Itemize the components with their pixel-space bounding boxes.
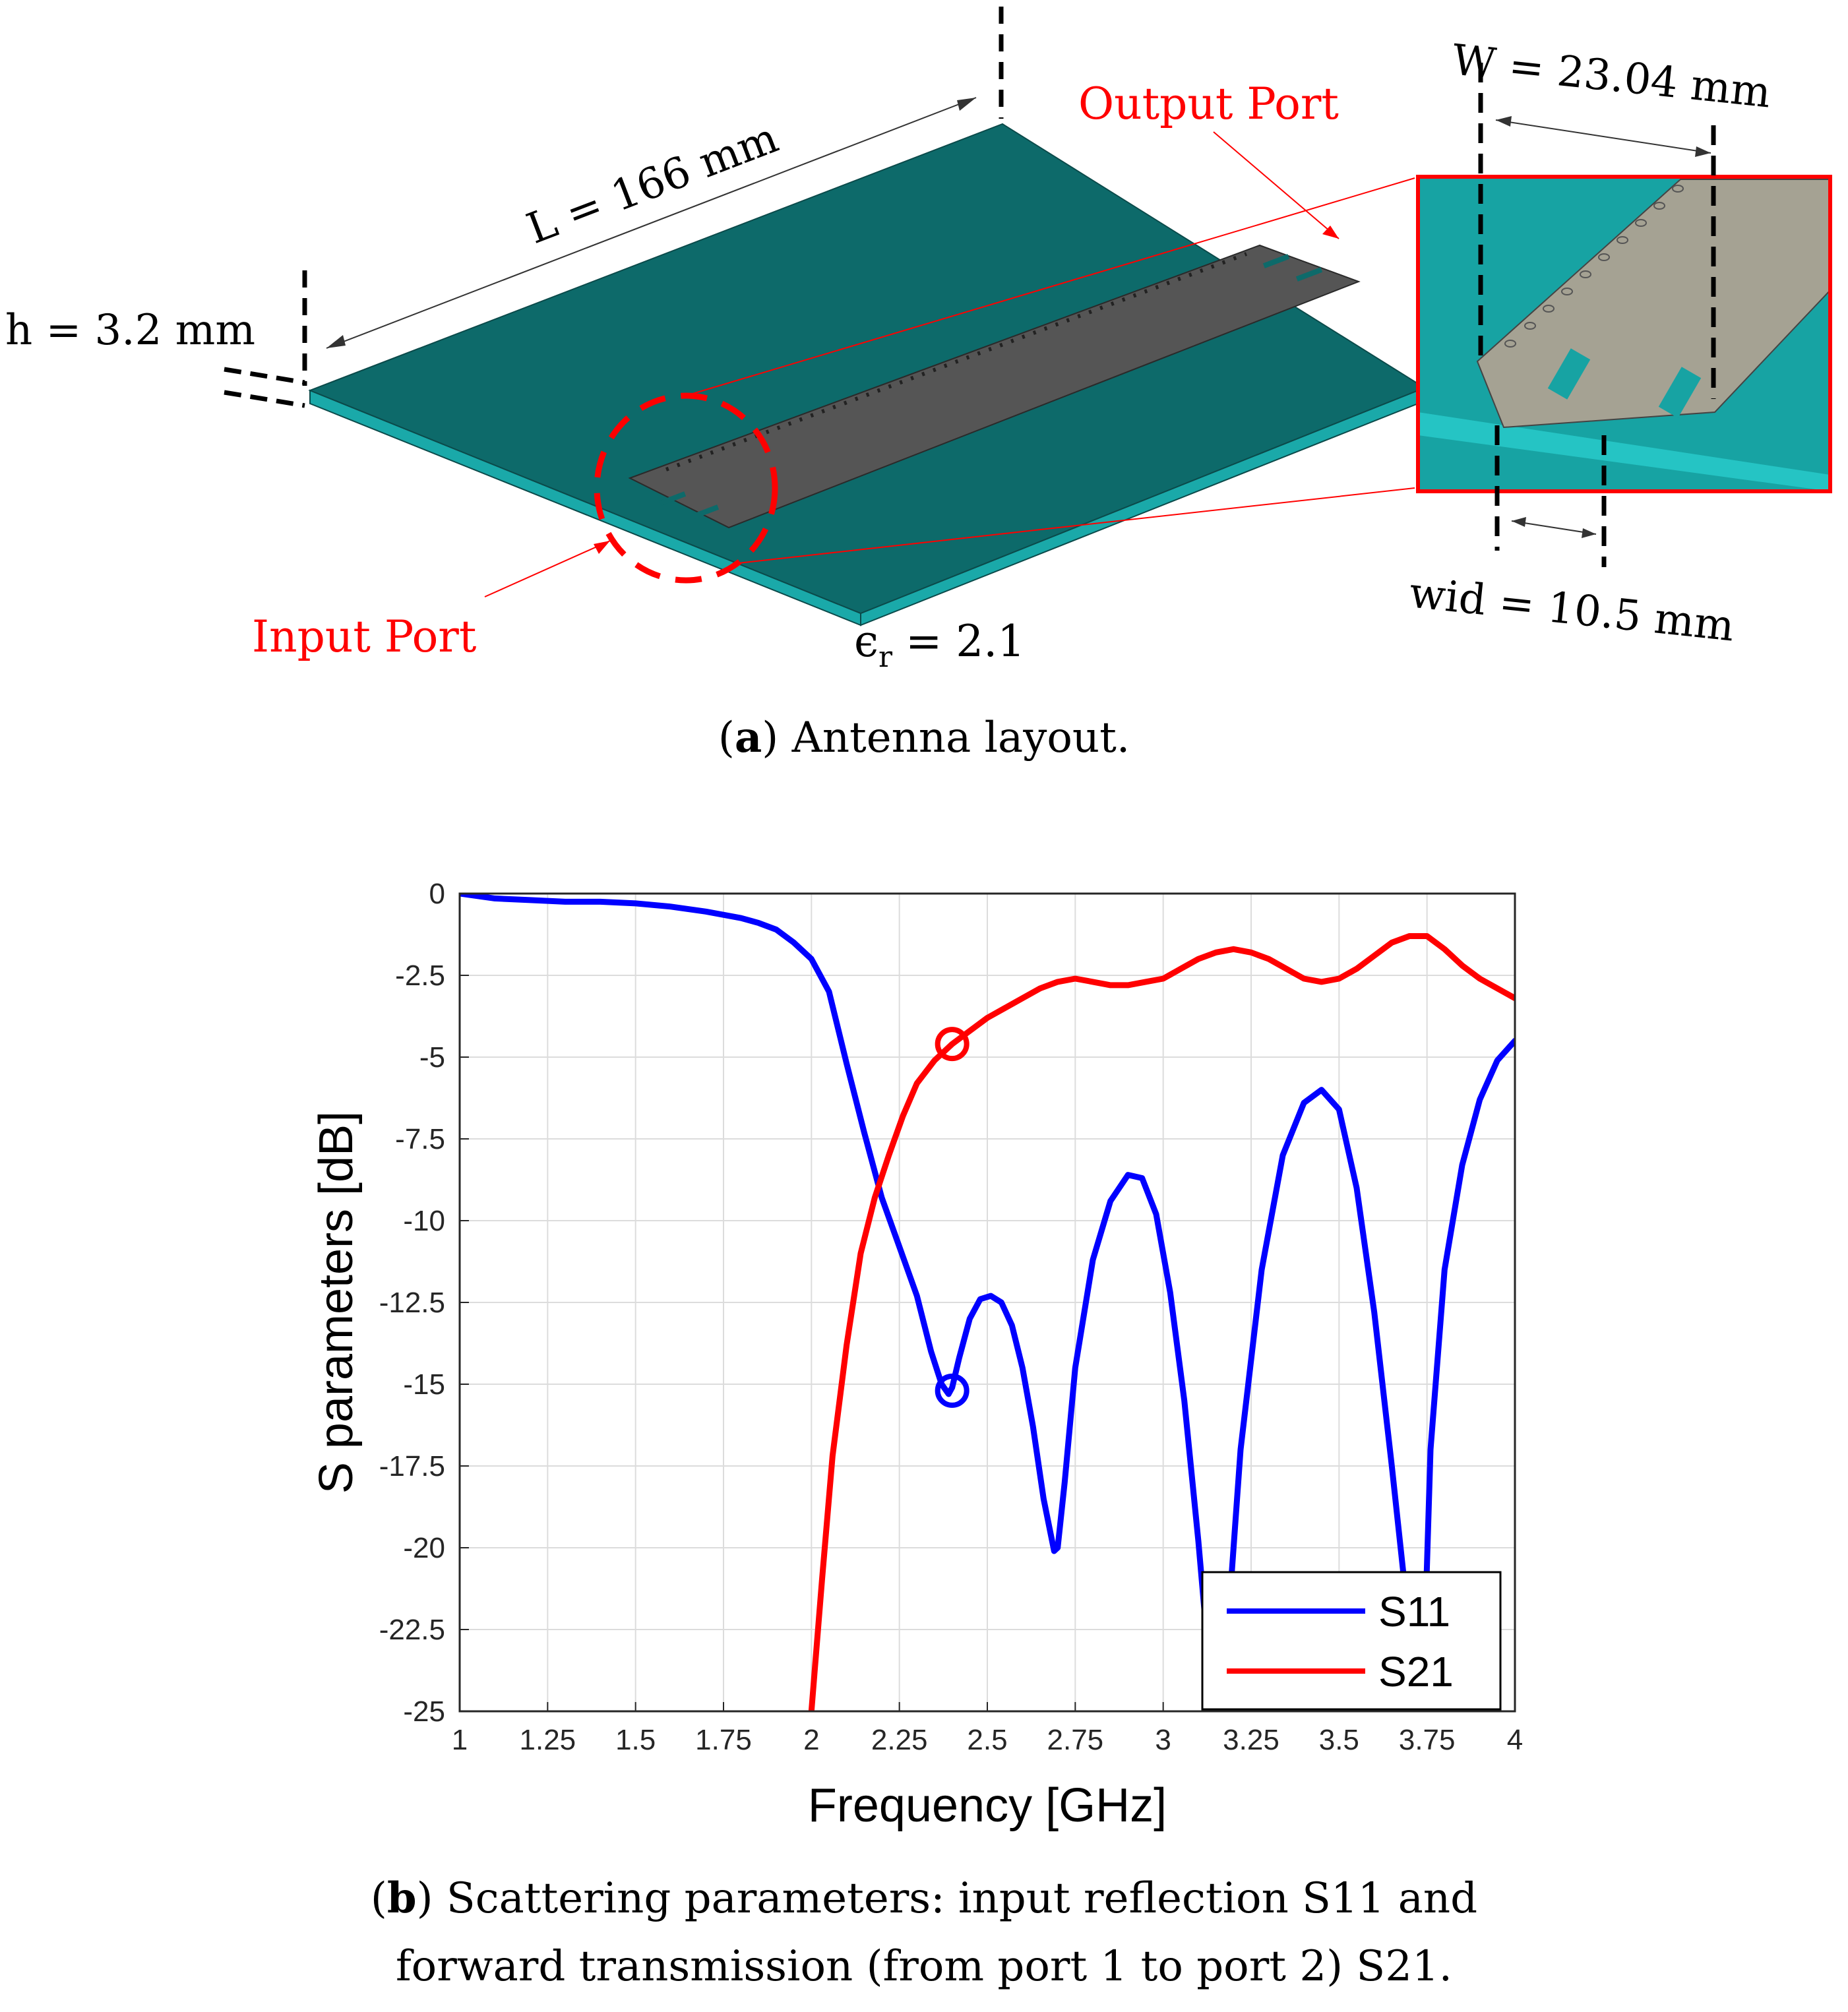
y-tick-label: -15 <box>403 1368 445 1401</box>
y-tick-label: -5 <box>419 1041 445 1074</box>
output-port-pointer <box>1213 131 1340 239</box>
input-port-pointer <box>484 540 611 597</box>
caption-b-line2: forward transmission (from port 1 to por… <box>396 1942 1452 1991</box>
permittivity-symbol: ϵ <box>854 616 878 667</box>
permittivity-subscript: r <box>878 640 893 674</box>
y-tick-label: -10 <box>403 1205 445 1237</box>
microstrip-line <box>628 244 1361 529</box>
x-tick-label: 3.25 <box>1223 1724 1279 1756</box>
zoom-inset <box>1416 175 1832 493</box>
width-dimension-arrow <box>1495 119 1711 154</box>
x-tick-label: 4 <box>1507 1724 1523 1756</box>
inset-slot-right <box>1658 367 1702 418</box>
y-axis-label: S parameters [dB] <box>310 1111 363 1494</box>
series-lines <box>460 894 1515 1711</box>
input-port-label: Input Port <box>252 611 476 662</box>
y-tick-label: -2.5 <box>395 960 445 992</box>
caption-a-letter: a <box>735 713 762 762</box>
input-port-pointer-head <box>594 541 610 554</box>
x-tick-label: 2.5 <box>967 1724 1007 1756</box>
x-tick-label: 2.75 <box>1047 1724 1104 1756</box>
series-line-s21 <box>808 933 1515 1711</box>
series-markers <box>935 1027 970 1408</box>
length-arrowhead-right <box>957 98 976 111</box>
output-port-pointer-head <box>1322 226 1339 239</box>
y-tick-label: -22.5 <box>379 1614 445 1646</box>
inset-vias <box>1504 185 1684 348</box>
y-axis-ticks: 0 -2.5 -5 -7.5 -10 -12.5 -15 -17.5 -20 -22.5 -25 <box>379 878 469 1728</box>
inset-border <box>1416 175 1832 493</box>
x-tick-label: 1 <box>452 1724 468 1756</box>
caption-b-line1-text: ) Scattering parameters: input reflectio… <box>417 1874 1478 1923</box>
width-arrowhead-right <box>1695 146 1711 157</box>
width-arrowhead-left <box>1496 116 1512 127</box>
x-axis-label: Frequency [GHz] <box>808 1779 1167 1832</box>
substrate-top-face <box>308 123 1427 615</box>
y-tick-label: -12.5 <box>379 1287 445 1319</box>
y-tick-label: -7.5 <box>395 1123 445 1155</box>
via-row <box>665 252 1248 472</box>
caption-a-text: Antenna layout. <box>791 714 1130 762</box>
y-tick-label: -25 <box>403 1695 445 1728</box>
inset-substrate-side <box>1418 412 1830 491</box>
length-arrowhead-left <box>326 335 346 348</box>
wid-dimension-arrow <box>1511 520 1597 535</box>
input-port-slot-right <box>692 504 720 519</box>
permittivity-value: = 2.1 <box>906 616 1025 667</box>
permittivity-label: ϵr = 2.1 <box>854 616 1025 674</box>
caption-b-line1: (b) Scattering parameters: input reflect… <box>371 1874 1477 1923</box>
x-tick-label: 3.75 <box>1399 1724 1456 1756</box>
x-tick-label: 1.5 <box>615 1724 656 1756</box>
output-port-slot-left <box>1262 254 1290 268</box>
y-tick-label: -20 <box>403 1532 445 1564</box>
x-tick-label: 1.75 <box>695 1724 752 1756</box>
s-parameter-chart: 1 1.25 1.5 1.75 2 2.25 2.5 2.75 3 3.25 3.5 3.75 4 0 -… <box>310 878 1523 1991</box>
height-dashed-top <box>224 367 305 385</box>
x-tick-label: 2.25 <box>871 1724 928 1756</box>
height-label: h = 3.2 mm <box>5 306 255 355</box>
x-tick-label: 3.5 <box>1319 1724 1359 1756</box>
legend: S11 S21 <box>1201 1571 1502 1711</box>
wid-label: wid = 10.5 mm <box>1407 568 1737 651</box>
y-tick-label: 0 <box>429 878 445 910</box>
inset-slot-left <box>1547 348 1591 400</box>
output-port-slot-right <box>1295 267 1323 282</box>
x-tick-label: 3 <box>1155 1724 1171 1756</box>
height-dashed-bottom <box>224 390 305 408</box>
length-dimension-arrow <box>326 97 977 349</box>
output-port-label: Output Port <box>1078 78 1339 129</box>
legend-s21-label: S21 <box>1378 1648 1454 1695</box>
marker-s21 <box>935 1027 970 1062</box>
marker-s11 <box>935 1373 970 1408</box>
wid-arrowhead-right <box>1582 528 1596 538</box>
legend-box <box>1201 1571 1502 1711</box>
width-label: W = 23.04 mm <box>1450 36 1773 117</box>
x-tick-label: 1.25 <box>520 1724 576 1756</box>
zoom-connector-top <box>685 177 1415 396</box>
input-port-slot-left <box>659 491 687 506</box>
zoom-connector-bottom <box>731 487 1415 564</box>
x-tick-label: 2 <box>803 1724 819 1756</box>
plot-frame <box>458 892 1516 1713</box>
series-line-s11 <box>460 894 1515 1711</box>
legend-s11-label: S11 <box>1378 1588 1450 1635</box>
wid-arrowhead-left <box>1512 517 1526 527</box>
caption-b-letter: b <box>387 1874 417 1923</box>
caption-a: (a) Antenna layout. <box>718 713 1130 762</box>
antenna-layout-panel: L = 166 mm h = 3.2 mm ϵr = 2.1 Input Port… <box>5 7 1832 762</box>
y-tick-label: -17.5 <box>379 1450 445 1482</box>
